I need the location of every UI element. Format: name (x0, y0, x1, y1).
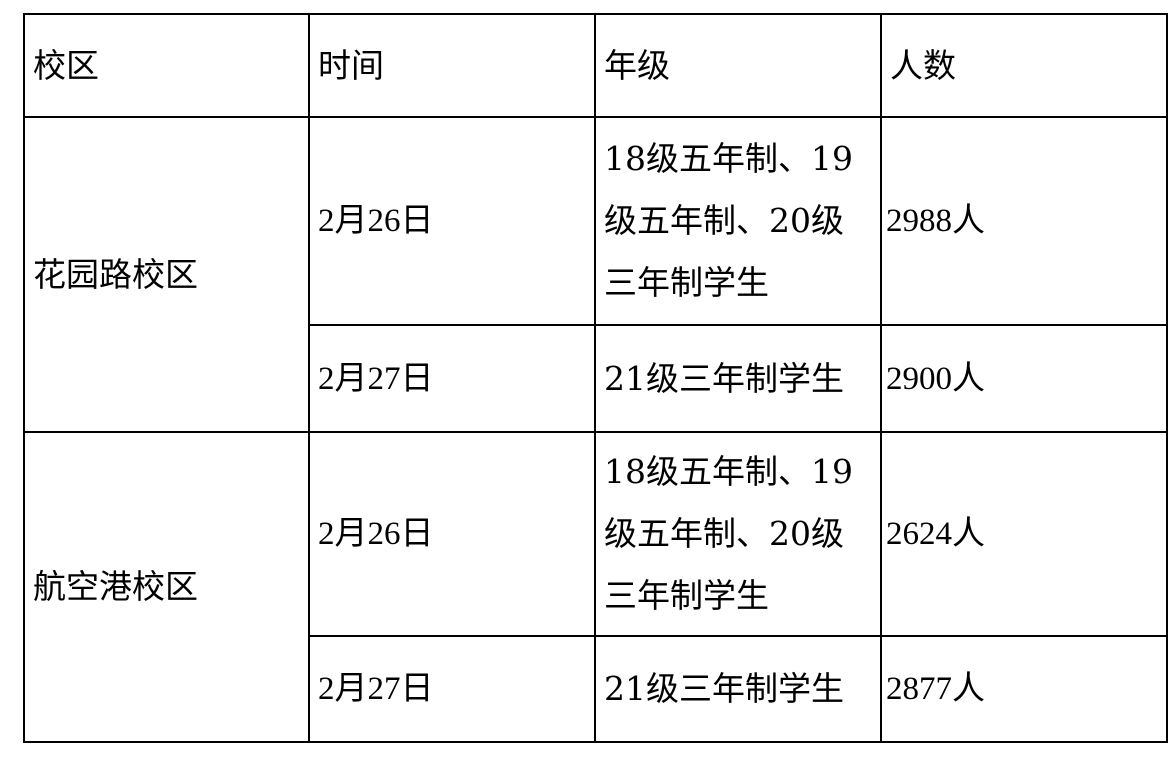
count-cell: 2624人 (880, 431, 1168, 637)
table-row: 花园路校区 2月26日 18级五年制、19级五年制、20级三年制学生 2988人 (23, 116, 1168, 433)
header-grade: 年级 (594, 13, 882, 118)
grade-cell: 21级三年制学生 (594, 635, 882, 743)
date-cell: 2月26日 (308, 116, 596, 326)
grade-cell: 21级三年制学生 (594, 324, 882, 433)
table-row: 2月27日 21级三年制学生 2877人 (24, 635, 1168, 743)
date-cell: 2月27日 (308, 324, 596, 433)
campus-cell: 花园路校区 (23, 116, 310, 433)
header-count: 人数 (880, 13, 1168, 118)
date-cell: 2月26日 (308, 431, 596, 637)
header-time: 时间 (308, 13, 596, 118)
date-cell: 2月27日 (308, 635, 596, 743)
table-row: 航空港校区 2月26日 18级五年制、19级五年制、20级三年制学生 2624人 (23, 431, 1168, 743)
grade-cell: 18级五年制、19级五年制、20级三年制学生 (594, 116, 882, 326)
header-row: 校区 时间 年级 人数 (23, 13, 1168, 118)
table-row: 2月27日 21级三年制学生 2900人 (24, 324, 1168, 433)
grade-cell: 18级五年制、19级五年制、20级三年制学生 (594, 431, 882, 637)
count-cell: 2877人 (880, 635, 1168, 743)
count-cell: 2900人 (880, 324, 1168, 433)
schedule-table: 校区 时间 年级 人数 花园路校区 2月26日 18级五年制、19级五年制、20… (23, 13, 1168, 743)
count-cell: 2988人 (880, 116, 1168, 326)
campus-cell: 航空港校区 (23, 431, 310, 743)
header-campus: 校区 (23, 13, 310, 118)
